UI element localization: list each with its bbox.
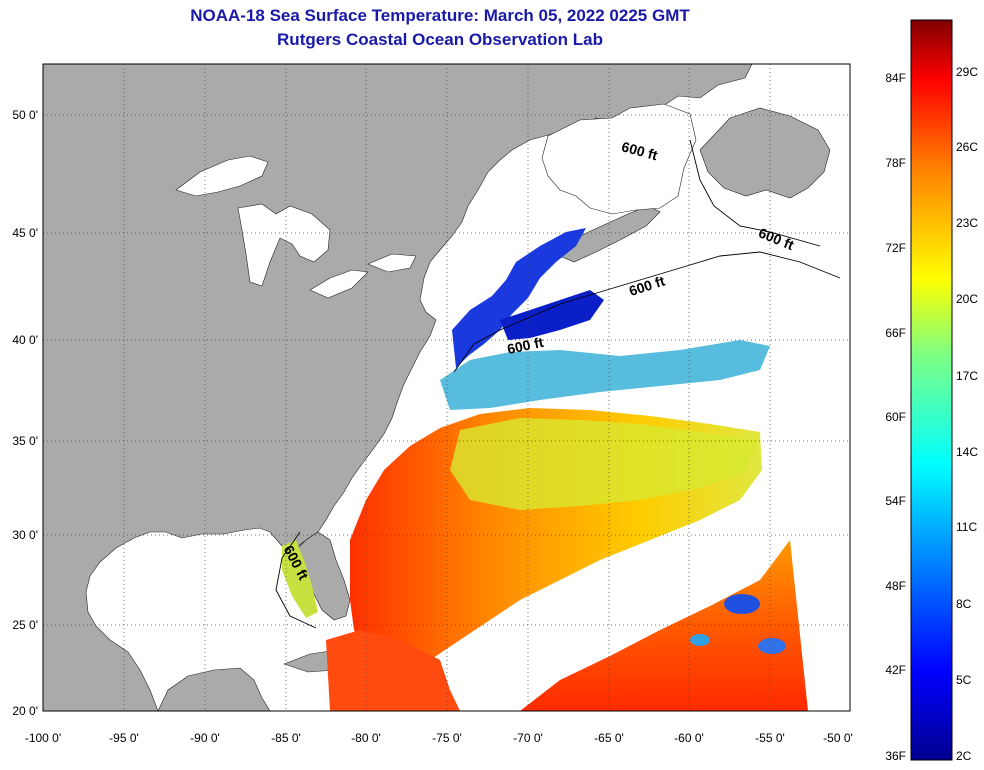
lon-tick-label: -90 0' xyxy=(190,731,220,745)
graticule xyxy=(43,64,850,711)
colorbar-f-label: 48F xyxy=(885,579,906,593)
colorbar-c-label: 5C xyxy=(956,673,972,687)
lon-axis: -100 0' -95 0' -90 0' -85 0' -80 0' -75 … xyxy=(25,731,853,745)
lat-tick-label: 50 0' xyxy=(12,108,38,122)
cloud-gap xyxy=(470,540,790,670)
colorbar-c-label: 17C xyxy=(956,369,978,383)
lat-tick-label: 30 0' xyxy=(12,528,38,542)
colorbar-f-label: 60F xyxy=(885,410,906,424)
colorbar-c-label: 20C xyxy=(956,292,978,306)
map-area xyxy=(43,64,850,711)
sst-caribbean xyxy=(326,630,460,711)
lat-tick-label: 35 0' xyxy=(12,434,38,448)
colorbar-f-label: 72F xyxy=(885,241,906,255)
lon-tick-label: -80 0' xyxy=(351,731,381,745)
lake-erie xyxy=(309,269,369,299)
sst-southern-swath xyxy=(520,540,808,711)
sst-cold-patch-3 xyxy=(690,634,710,646)
colorbar-f-label: 84F xyxy=(885,71,906,85)
lake-ontario xyxy=(367,253,417,273)
colorbar-f-label: 42F xyxy=(885,663,906,677)
colorbar-f-label: 78F xyxy=(885,156,906,170)
map-title: NOAA-18 Sea Surface Temperature: March 0… xyxy=(190,6,690,25)
lat-tick-label: 45 0' xyxy=(12,226,38,240)
colorbar-f-label: 36F xyxy=(885,749,906,763)
sst-cold-shelf-2 xyxy=(500,290,604,340)
colorbar-f-label: 66F xyxy=(885,326,906,340)
lon-tick-label: -65 0' xyxy=(594,731,624,745)
lat-tick-label: 25 0' xyxy=(12,618,38,632)
lon-tick-label: -100 0' xyxy=(25,731,61,745)
lake-michigan-huron xyxy=(237,203,331,287)
depth-label: 600 ft xyxy=(506,334,545,357)
lon-tick-label: -60 0' xyxy=(674,731,704,745)
sst-midatlantic xyxy=(440,340,770,410)
colorbar-f-label: 54F xyxy=(885,494,906,508)
map-subtitle: Rutgers Coastal Ocean Observation Lab xyxy=(277,30,603,49)
lon-tick-label: -55 0' xyxy=(755,731,785,745)
colorbar-c-label: 26C xyxy=(956,140,978,154)
colorbar: 84F 78F 72F 66F 60F 54F 48F 42F 36F 29C … xyxy=(885,19,978,763)
lon-tick-label: -75 0' xyxy=(432,731,462,745)
colorbar-c-label: 2C xyxy=(956,749,972,763)
sst-cold-patch-1 xyxy=(724,594,760,614)
colorbar-c-label: 14C xyxy=(956,445,978,459)
colorbar-c-label: 29C xyxy=(956,65,978,79)
lat-tick-label: 40 0' xyxy=(12,333,38,347)
colorbar-ramp xyxy=(910,19,953,761)
lat-tick-label: 20 0' xyxy=(12,704,38,718)
lon-tick-label: -50 0' xyxy=(823,731,853,745)
lon-tick-label: -70 0' xyxy=(513,731,543,745)
lon-tick-label: -95 0' xyxy=(109,731,139,745)
lake-superior xyxy=(175,155,269,197)
sst-cold-shelf xyxy=(452,228,586,368)
isobath-600ft xyxy=(275,139,841,629)
gulf-of-st-lawrence xyxy=(541,103,697,215)
lat-axis: 50 0' 45 0' 40 0' 35 0' 30 0' 25 0' 20 0… xyxy=(12,108,38,718)
colorbar-c-label: 23C xyxy=(956,216,978,230)
colorbar-c-label: 8C xyxy=(956,597,972,611)
lon-tick-label: -85 0' xyxy=(271,731,301,745)
nova-scotia-land xyxy=(559,205,661,263)
colorbar-c-label: 11C xyxy=(956,520,977,534)
newfoundland-land xyxy=(699,107,831,199)
sst-cold-patch-2 xyxy=(758,638,786,654)
map-frame xyxy=(42,63,851,712)
sst-florida-shelf xyxy=(282,540,318,618)
yucatan-land xyxy=(157,667,271,711)
